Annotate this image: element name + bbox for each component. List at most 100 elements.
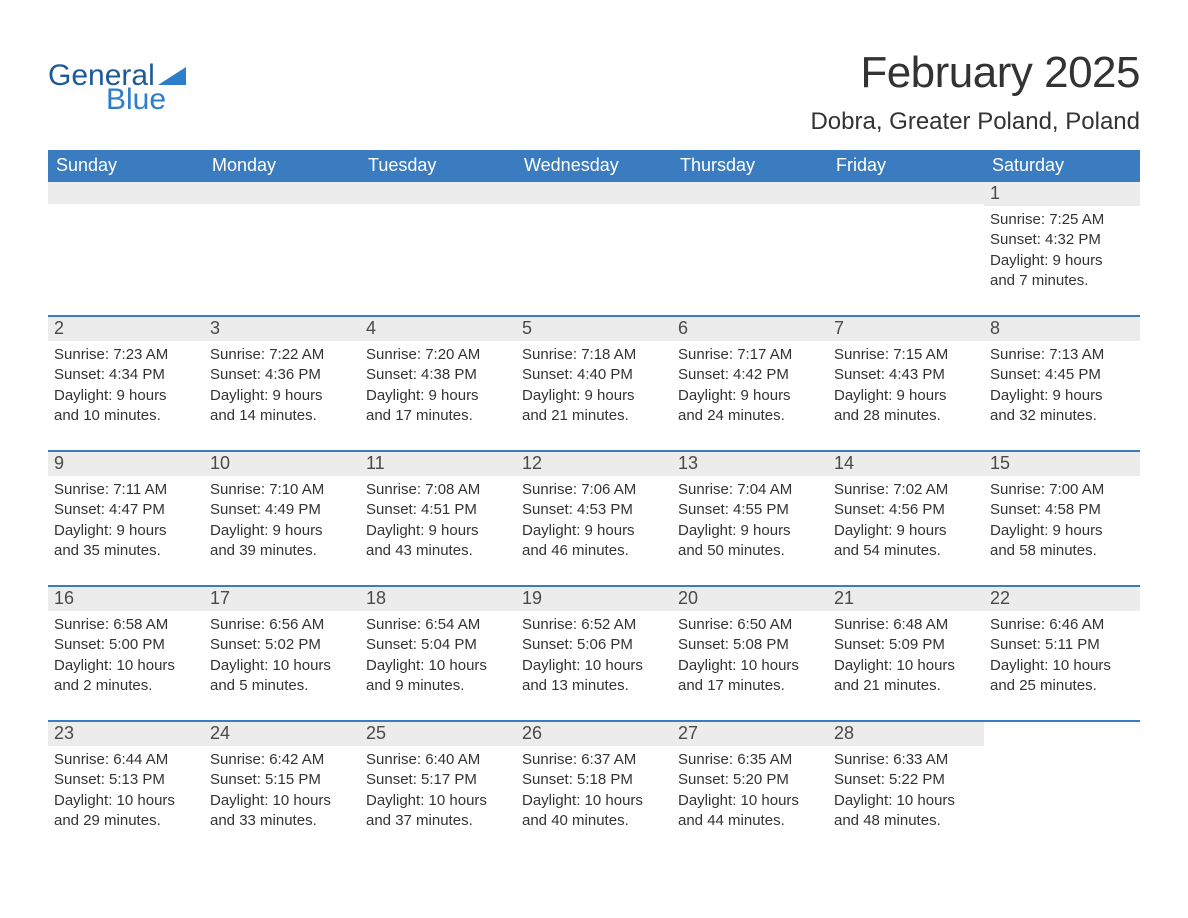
week-row: 23Sunrise: 6:44 AMSunset: 5:13 PMDayligh… — [48, 720, 1140, 835]
day-cell: 19Sunrise: 6:52 AMSunset: 5:06 PMDayligh… — [516, 587, 672, 700]
day-cell: 22Sunrise: 6:46 AMSunset: 5:11 PMDayligh… — [984, 587, 1140, 700]
daylight-text: Daylight: 10 hours — [522, 656, 666, 676]
sunrise-text: Sunrise: 7:23 AM — [54, 345, 198, 365]
day-number: 18 — [360, 587, 516, 611]
sunrise-text: Sunrise: 7:11 AM — [54, 480, 198, 500]
day-number: 8 — [984, 317, 1140, 341]
day-body: Sunrise: 7:00 AMSunset: 4:58 PMDaylight:… — [984, 476, 1140, 565]
day-number: 15 — [984, 452, 1140, 476]
sunset-text: Sunset: 4:55 PM — [678, 500, 822, 520]
day-cell: 13Sunrise: 7:04 AMSunset: 4:55 PMDayligh… — [672, 452, 828, 565]
day-body: Sunrise: 7:11 AMSunset: 4:47 PMDaylight:… — [48, 476, 204, 565]
day-number: 17 — [204, 587, 360, 611]
sunrise-text: Sunrise: 7:25 AM — [990, 210, 1134, 230]
daylight-text: and 58 minutes. — [990, 541, 1134, 561]
day-cell: 24Sunrise: 6:42 AMSunset: 5:15 PMDayligh… — [204, 722, 360, 835]
logo: General Blue — [48, 62, 186, 113]
sunset-text: Sunset: 4:38 PM — [366, 365, 510, 385]
sunrise-text: Sunrise: 6:35 AM — [678, 750, 822, 770]
day-cell — [828, 182, 984, 295]
sunrise-text: Sunrise: 7:06 AM — [522, 480, 666, 500]
sunrise-text: Sunrise: 6:54 AM — [366, 615, 510, 635]
day-number: 1 — [984, 182, 1140, 206]
day-body: Sunrise: 7:23 AMSunset: 4:34 PMDaylight:… — [48, 341, 204, 430]
sunrise-text: Sunrise: 6:40 AM — [366, 750, 510, 770]
day-cell: 5Sunrise: 7:18 AMSunset: 4:40 PMDaylight… — [516, 317, 672, 430]
day-number — [204, 182, 360, 204]
month-title: February 2025 — [810, 48, 1140, 98]
day-number: 27 — [672, 722, 828, 746]
day-cell: 8Sunrise: 7:13 AMSunset: 4:45 PMDaylight… — [984, 317, 1140, 430]
weekday-header: Saturday — [984, 150, 1140, 182]
daylight-text: Daylight: 9 hours — [990, 251, 1134, 271]
day-cell: 28Sunrise: 6:33 AMSunset: 5:22 PMDayligh… — [828, 722, 984, 835]
day-cell: 21Sunrise: 6:48 AMSunset: 5:09 PMDayligh… — [828, 587, 984, 700]
sunrise-text: Sunrise: 6:33 AM — [834, 750, 978, 770]
sunrise-text: Sunrise: 6:44 AM — [54, 750, 198, 770]
daylight-text: Daylight: 9 hours — [522, 386, 666, 406]
day-body — [360, 204, 516, 294]
sunset-text: Sunset: 5:15 PM — [210, 770, 354, 790]
day-body — [48, 204, 204, 294]
day-body: Sunrise: 7:18 AMSunset: 4:40 PMDaylight:… — [516, 341, 672, 430]
day-cell: 6Sunrise: 7:17 AMSunset: 4:42 PMDaylight… — [672, 317, 828, 430]
sunset-text: Sunset: 4:32 PM — [990, 230, 1134, 250]
day-cell: 7Sunrise: 7:15 AMSunset: 4:43 PMDaylight… — [828, 317, 984, 430]
weekday-header-row: Sunday Monday Tuesday Wednesday Thursday… — [48, 150, 1140, 182]
day-cell: 10Sunrise: 7:10 AMSunset: 4:49 PMDayligh… — [204, 452, 360, 565]
day-number — [48, 182, 204, 204]
sunset-text: Sunset: 5:02 PM — [210, 635, 354, 655]
page-header: General Blue February 2025 Dobra, Greate… — [48, 48, 1140, 136]
day-body: Sunrise: 6:58 AMSunset: 5:00 PMDaylight:… — [48, 611, 204, 700]
day-body: Sunrise: 7:22 AMSunset: 4:36 PMDaylight:… — [204, 341, 360, 430]
day-body — [516, 204, 672, 294]
sunset-text: Sunset: 5:08 PM — [678, 635, 822, 655]
day-body: Sunrise: 6:42 AMSunset: 5:15 PMDaylight:… — [204, 746, 360, 835]
sunrise-text: Sunrise: 7:02 AM — [834, 480, 978, 500]
sunrise-text: Sunrise: 7:08 AM — [366, 480, 510, 500]
daylight-text: Daylight: 9 hours — [522, 521, 666, 541]
daylight-text: and 50 minutes. — [678, 541, 822, 561]
week-row: 16Sunrise: 6:58 AMSunset: 5:00 PMDayligh… — [48, 585, 1140, 700]
daylight-text: and 10 minutes. — [54, 406, 198, 426]
day-number: 11 — [360, 452, 516, 476]
day-body: Sunrise: 7:15 AMSunset: 4:43 PMDaylight:… — [828, 341, 984, 430]
daylight-text: Daylight: 9 hours — [834, 386, 978, 406]
logo-word-2: Blue — [106, 86, 186, 114]
day-body: Sunrise: 7:25 AM Sunset: 4:32 PM Dayligh… — [984, 206, 1140, 295]
day-cell: 3Sunrise: 7:22 AMSunset: 4:36 PMDaylight… — [204, 317, 360, 430]
week-row: 1 Sunrise: 7:25 AM Sunset: 4:32 PM Dayli… — [48, 182, 1140, 295]
sunrise-text: Sunrise: 7:00 AM — [990, 480, 1134, 500]
daylight-text: Daylight: 9 hours — [210, 386, 354, 406]
day-number: 28 — [828, 722, 984, 746]
daylight-text: and 35 minutes. — [54, 541, 198, 561]
day-body: Sunrise: 6:54 AMSunset: 5:04 PMDaylight:… — [360, 611, 516, 700]
daylight-text: and 46 minutes. — [522, 541, 666, 561]
day-body: Sunrise: 7:08 AMSunset: 4:51 PMDaylight:… — [360, 476, 516, 565]
day-cell: 27Sunrise: 6:35 AMSunset: 5:20 PMDayligh… — [672, 722, 828, 835]
day-body: Sunrise: 6:40 AMSunset: 5:17 PMDaylight:… — [360, 746, 516, 835]
daylight-text: and 32 minutes. — [990, 406, 1134, 426]
day-body: Sunrise: 6:33 AMSunset: 5:22 PMDaylight:… — [828, 746, 984, 835]
weekday-header: Wednesday — [516, 150, 672, 182]
daylight-text: and 44 minutes. — [678, 811, 822, 831]
sunrise-text: Sunrise: 7:18 AM — [522, 345, 666, 365]
day-number: 22 — [984, 587, 1140, 611]
daylight-text: and 9 minutes. — [366, 676, 510, 696]
week-row: 2Sunrise: 7:23 AMSunset: 4:34 PMDaylight… — [48, 315, 1140, 430]
day-number: 6 — [672, 317, 828, 341]
weekday-header: Thursday — [672, 150, 828, 182]
day-body: Sunrise: 6:37 AMSunset: 5:18 PMDaylight:… — [516, 746, 672, 835]
day-number: 4 — [360, 317, 516, 341]
sunset-text: Sunset: 4:45 PM — [990, 365, 1134, 385]
sunset-text: Sunset: 5:11 PM — [990, 635, 1134, 655]
day-cell: 20Sunrise: 6:50 AMSunset: 5:08 PMDayligh… — [672, 587, 828, 700]
day-body: Sunrise: 7:10 AMSunset: 4:49 PMDaylight:… — [204, 476, 360, 565]
day-body — [204, 204, 360, 294]
day-body — [984, 744, 1140, 834]
daylight-text: Daylight: 9 hours — [990, 521, 1134, 541]
sunrise-text: Sunrise: 7:15 AM — [834, 345, 978, 365]
daylight-text: Daylight: 9 hours — [54, 521, 198, 541]
sunrise-text: Sunrise: 7:13 AM — [990, 345, 1134, 365]
sunrise-text: Sunrise: 7:22 AM — [210, 345, 354, 365]
